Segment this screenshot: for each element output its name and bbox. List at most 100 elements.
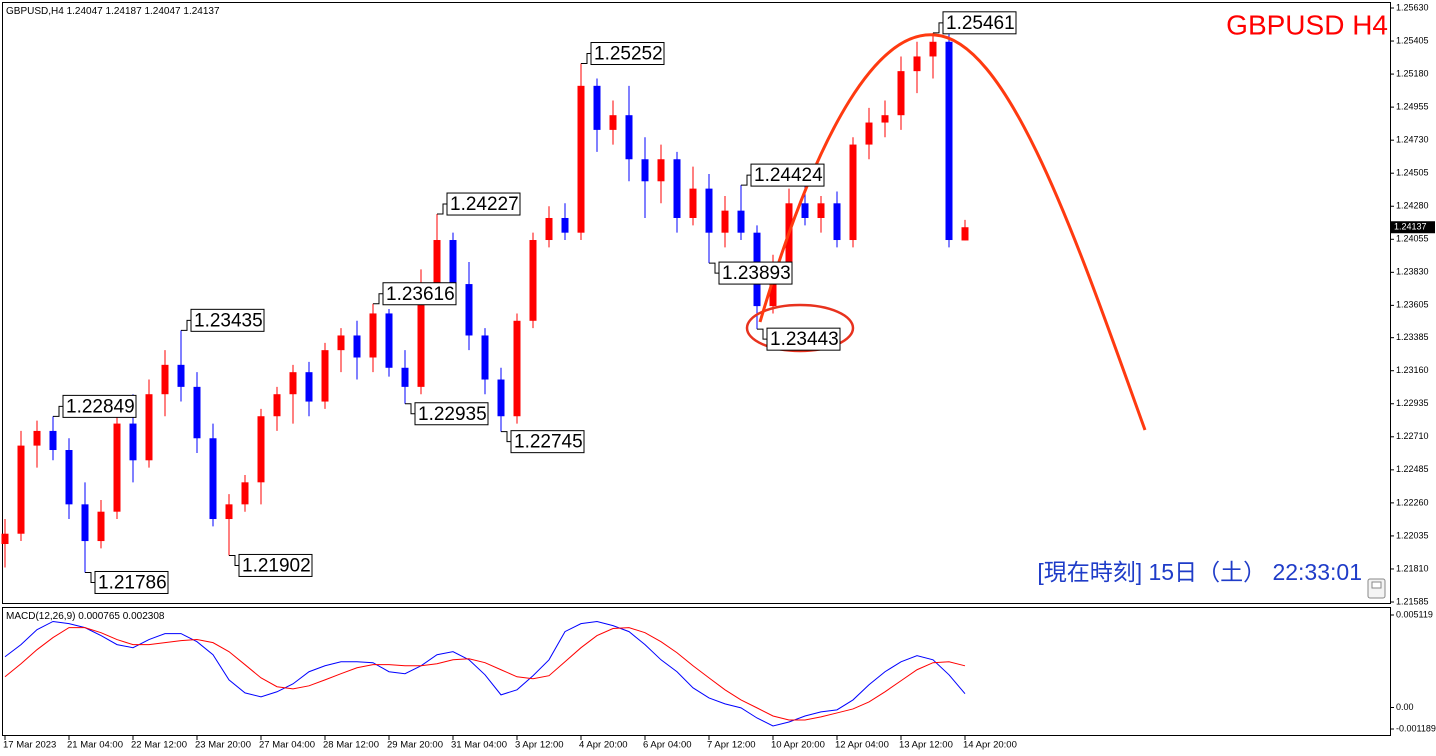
price-label-box [238,553,313,577]
candle-body [929,41,937,57]
macd-panel [2,607,1391,736]
candle-body [801,203,809,218]
y-tick-label: 1.22485 [1396,464,1429,474]
x-tick-label: 28 Mar 12:00 [323,740,379,751]
price-label: 1.24227 [450,194,519,215]
price-label-connector [757,328,767,340]
candle-body [65,450,73,505]
close: 1.24137 [183,6,220,17]
candle-body [17,445,25,534]
x-tick-label: 14 Apr 20:00 [963,740,1017,751]
candle-body [193,386,201,439]
save-icon-label[interactable] [1371,581,1382,589]
candle-body [273,394,281,417]
price-label-box [718,261,793,285]
x-tick-label: 12 Apr 04:00 [835,740,889,751]
candle-body [209,438,217,520]
y-tick-label: 1.22935 [1396,398,1429,408]
current-price-label: 1.24137 [1394,222,1427,232]
projection-arc [758,33,1147,431]
y-tick-label: 1.23830 [1396,267,1429,277]
candle-body [33,430,41,446]
main-panel [2,2,1391,604]
price-label-connector [581,53,591,65]
y-tick-label: 1.21585 [1396,596,1429,606]
price-label-box [382,282,457,306]
candle-body [417,284,425,387]
candle-body [161,364,169,395]
candle-body [401,367,409,387]
low: 1.24047 [144,6,181,17]
x-tick-label: 6 Apr 04:00 [643,740,692,751]
price-label-box [942,11,1017,35]
y-tick-label: -0.001189 [1396,723,1436,733]
candle-body [225,504,233,520]
y-tick-label: 1.24505 [1396,168,1429,178]
candle-body [913,56,921,72]
candle-body [257,416,265,483]
x-tick-label: 29 Mar 20:00 [387,740,443,751]
y-tick-label: 1.21810 [1396,563,1429,573]
price-label: 1.21786 [98,572,167,593]
y-tick-label: 1.25630 [1396,2,1429,12]
candle-body [593,85,601,130]
macd-line [4,620,966,727]
x-tick-label: 17 Mar 2023 [3,740,56,751]
candle-body [609,115,617,130]
price-label-connector [709,262,719,274]
candle-body [369,313,377,358]
candle-body [657,159,665,182]
header: GBPUSD,H4 1.24047 1.24187 1.24047 1.2413… [6,6,220,17]
price-label: 1.25461 [946,13,1015,34]
price-label: 1.23893 [722,263,791,284]
price-label-box [750,163,825,187]
macd-label: MACD(12,26,9) [6,611,75,622]
x-tick-label: 27 Mar 04:00 [259,740,315,751]
candle-body [465,284,473,336]
y-tick-label: 1.22710 [1396,431,1429,441]
price-label-box [414,402,489,426]
chart-title: GBPUSD H4 [1226,9,1388,40]
candle-body [625,115,633,160]
x-tick-label: 13 Apr 12:00 [899,740,953,751]
price-label-connector [229,554,239,566]
x-tick-label: 21 Mar 04:00 [67,740,123,751]
price-label-box [510,430,585,454]
candle-body [353,335,361,358]
candle-body [529,240,537,321]
price-label: 1.23616 [386,284,455,305]
y-tick-label: 0.005119 [1396,609,1433,619]
price-label-box [190,308,265,332]
candle-body [81,504,89,542]
candle-body [337,335,345,351]
high: 1.24187 [106,6,143,17]
candle-body [641,159,649,182]
candle-body [945,41,953,241]
candle-body [321,350,329,402]
y-tick-label: 1.24280 [1396,201,1429,211]
candle-body [673,159,681,218]
x-tick-label: 22 Mar 12:00 [131,740,187,751]
y-tick-label: 1.22260 [1396,497,1429,507]
candle-body [49,430,57,451]
save-icon[interactable] [1367,578,1386,599]
x-tick-label: 10 Apr 20:00 [771,740,825,751]
candle-body [449,240,457,285]
candle-body [545,217,553,241]
price-label-connector [741,174,751,186]
candle-body [129,423,137,461]
candle-body [897,71,905,116]
y-tick-label: 1.23385 [1396,332,1429,342]
price-label-connector [501,431,511,443]
macd-header: MACD(12,26,9) 0.000765 0.002308 [6,611,165,622]
x-tick-label: 31 Mar 04:00 [451,740,507,751]
candle-body [433,240,441,285]
current-price-box [1391,221,1435,234]
candle-body [865,122,873,145]
price-label: 1.24424 [754,165,823,186]
x-tick-label: 23 Mar 20:00 [195,740,251,751]
x-tick-label: 4 Apr 20:00 [579,740,628,751]
candle-body [577,85,585,233]
signal-value: 0.002308 [123,611,165,622]
price-label-connector [933,22,943,34]
